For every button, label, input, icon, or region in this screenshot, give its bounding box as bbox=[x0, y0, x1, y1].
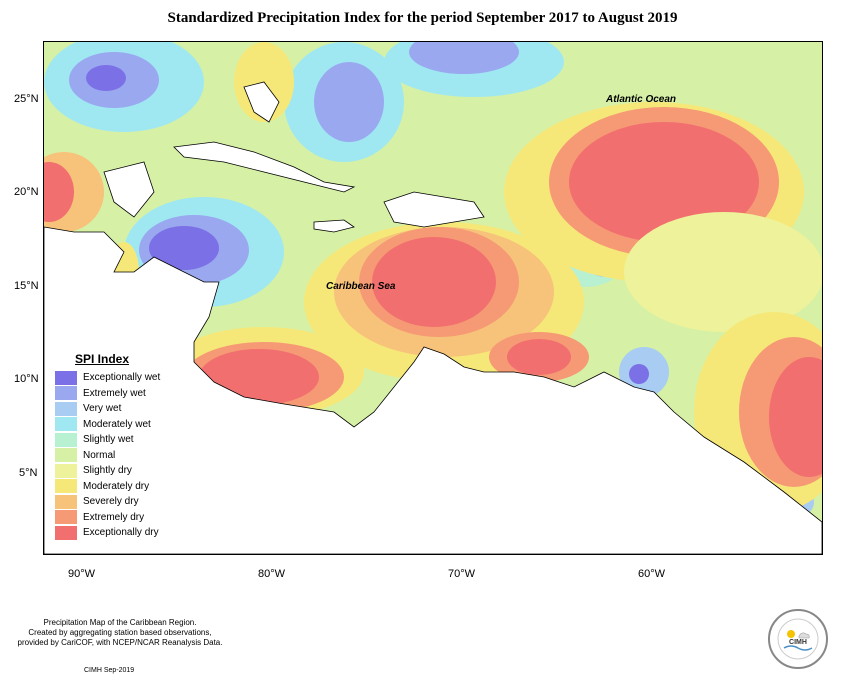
spi-map-canvas bbox=[44, 42, 822, 554]
legend-swatch bbox=[55, 525, 77, 540]
legend-label: Extremely wet bbox=[83, 387, 146, 399]
legend-item: Very wet bbox=[55, 401, 205, 417]
legend-item: Moderately wet bbox=[55, 417, 205, 433]
legend-label: Extremely dry bbox=[83, 511, 145, 523]
legend-label: Slightly dry bbox=[83, 465, 132, 477]
legend-title: SPI Index bbox=[75, 352, 130, 366]
footer-line: Created by aggregating station based obs… bbox=[28, 628, 212, 637]
atlantic-ocean-label: Atlantic Ocean bbox=[606, 94, 677, 105]
legend-label: Normal bbox=[83, 449, 116, 461]
legend-swatch bbox=[55, 479, 77, 494]
spi-map bbox=[43, 41, 823, 555]
legend-label: Very wet bbox=[83, 403, 122, 415]
footer-credit: CIMH Sep-2019 bbox=[84, 667, 135, 674]
x-axis-label: 90°W bbox=[68, 568, 96, 580]
caribbean-sea-label: Caribbean Sea bbox=[326, 281, 396, 292]
legend-label: Moderately dry bbox=[83, 480, 150, 492]
legend-swatch bbox=[55, 417, 77, 432]
cimh-logo: CIMH bbox=[767, 608, 829, 670]
legend-swatch bbox=[55, 401, 77, 416]
x-axis-label: 80°W bbox=[258, 568, 286, 580]
y-axis-label: 5°N bbox=[19, 467, 38, 479]
legend-swatch bbox=[55, 432, 77, 447]
spi-legend: SPI Index Exceptionally wet Extremely wet… bbox=[55, 352, 205, 541]
map-title: Standardized Precipitation Index for the… bbox=[167, 10, 678, 26]
legend-label: Exceptionally wet bbox=[83, 372, 161, 384]
legend-swatch bbox=[55, 370, 77, 385]
legend-item: Extremely dry bbox=[55, 510, 205, 526]
footer-line: Precipitation Map of the Caribbean Regio… bbox=[43, 618, 197, 627]
legend-item: Extremely wet bbox=[55, 386, 205, 402]
legend-item: Slightly dry bbox=[55, 463, 205, 479]
footer-line: provided by CariCOF, with NCEP/NCAR Rean… bbox=[17, 638, 223, 647]
legend-item: Exceptionally wet bbox=[55, 370, 205, 386]
legend-swatch bbox=[55, 494, 77, 509]
legend-swatch bbox=[55, 463, 77, 478]
legend-label: Exceptionally dry bbox=[83, 527, 159, 539]
legend-label: Moderately wet bbox=[83, 418, 151, 430]
legend-item: Severely dry bbox=[55, 494, 205, 510]
legend-item: Moderately dry bbox=[55, 479, 205, 495]
legend-rows: Exceptionally wet Extremely wet Very wet Mo… bbox=[55, 370, 205, 541]
logo-text: CIMH bbox=[789, 639, 807, 646]
cimh-logo-icon: CIMH bbox=[768, 609, 828, 669]
y-axis-label: 25°N bbox=[14, 93, 39, 105]
x-axis-label: 60°W bbox=[638, 568, 666, 580]
y-axis-label: 15°N bbox=[14, 280, 39, 292]
legend-swatch bbox=[55, 448, 77, 463]
y-axis-label: 20°N bbox=[14, 186, 39, 198]
legend-swatch bbox=[55, 510, 77, 525]
legend-item: Normal bbox=[55, 448, 205, 464]
map-footer: Precipitation Map of the Caribbean Regio… bbox=[0, 618, 240, 648]
legend-item: Exceptionally dry bbox=[55, 525, 205, 541]
x-axis-label: 70°W bbox=[448, 568, 476, 580]
legend-label: Severely dry bbox=[83, 496, 139, 508]
legend-label: Slightly wet bbox=[83, 434, 134, 446]
y-axis-label: 10°N bbox=[14, 373, 39, 385]
legend-swatch bbox=[55, 386, 77, 401]
legend-item: Slightly wet bbox=[55, 432, 205, 448]
